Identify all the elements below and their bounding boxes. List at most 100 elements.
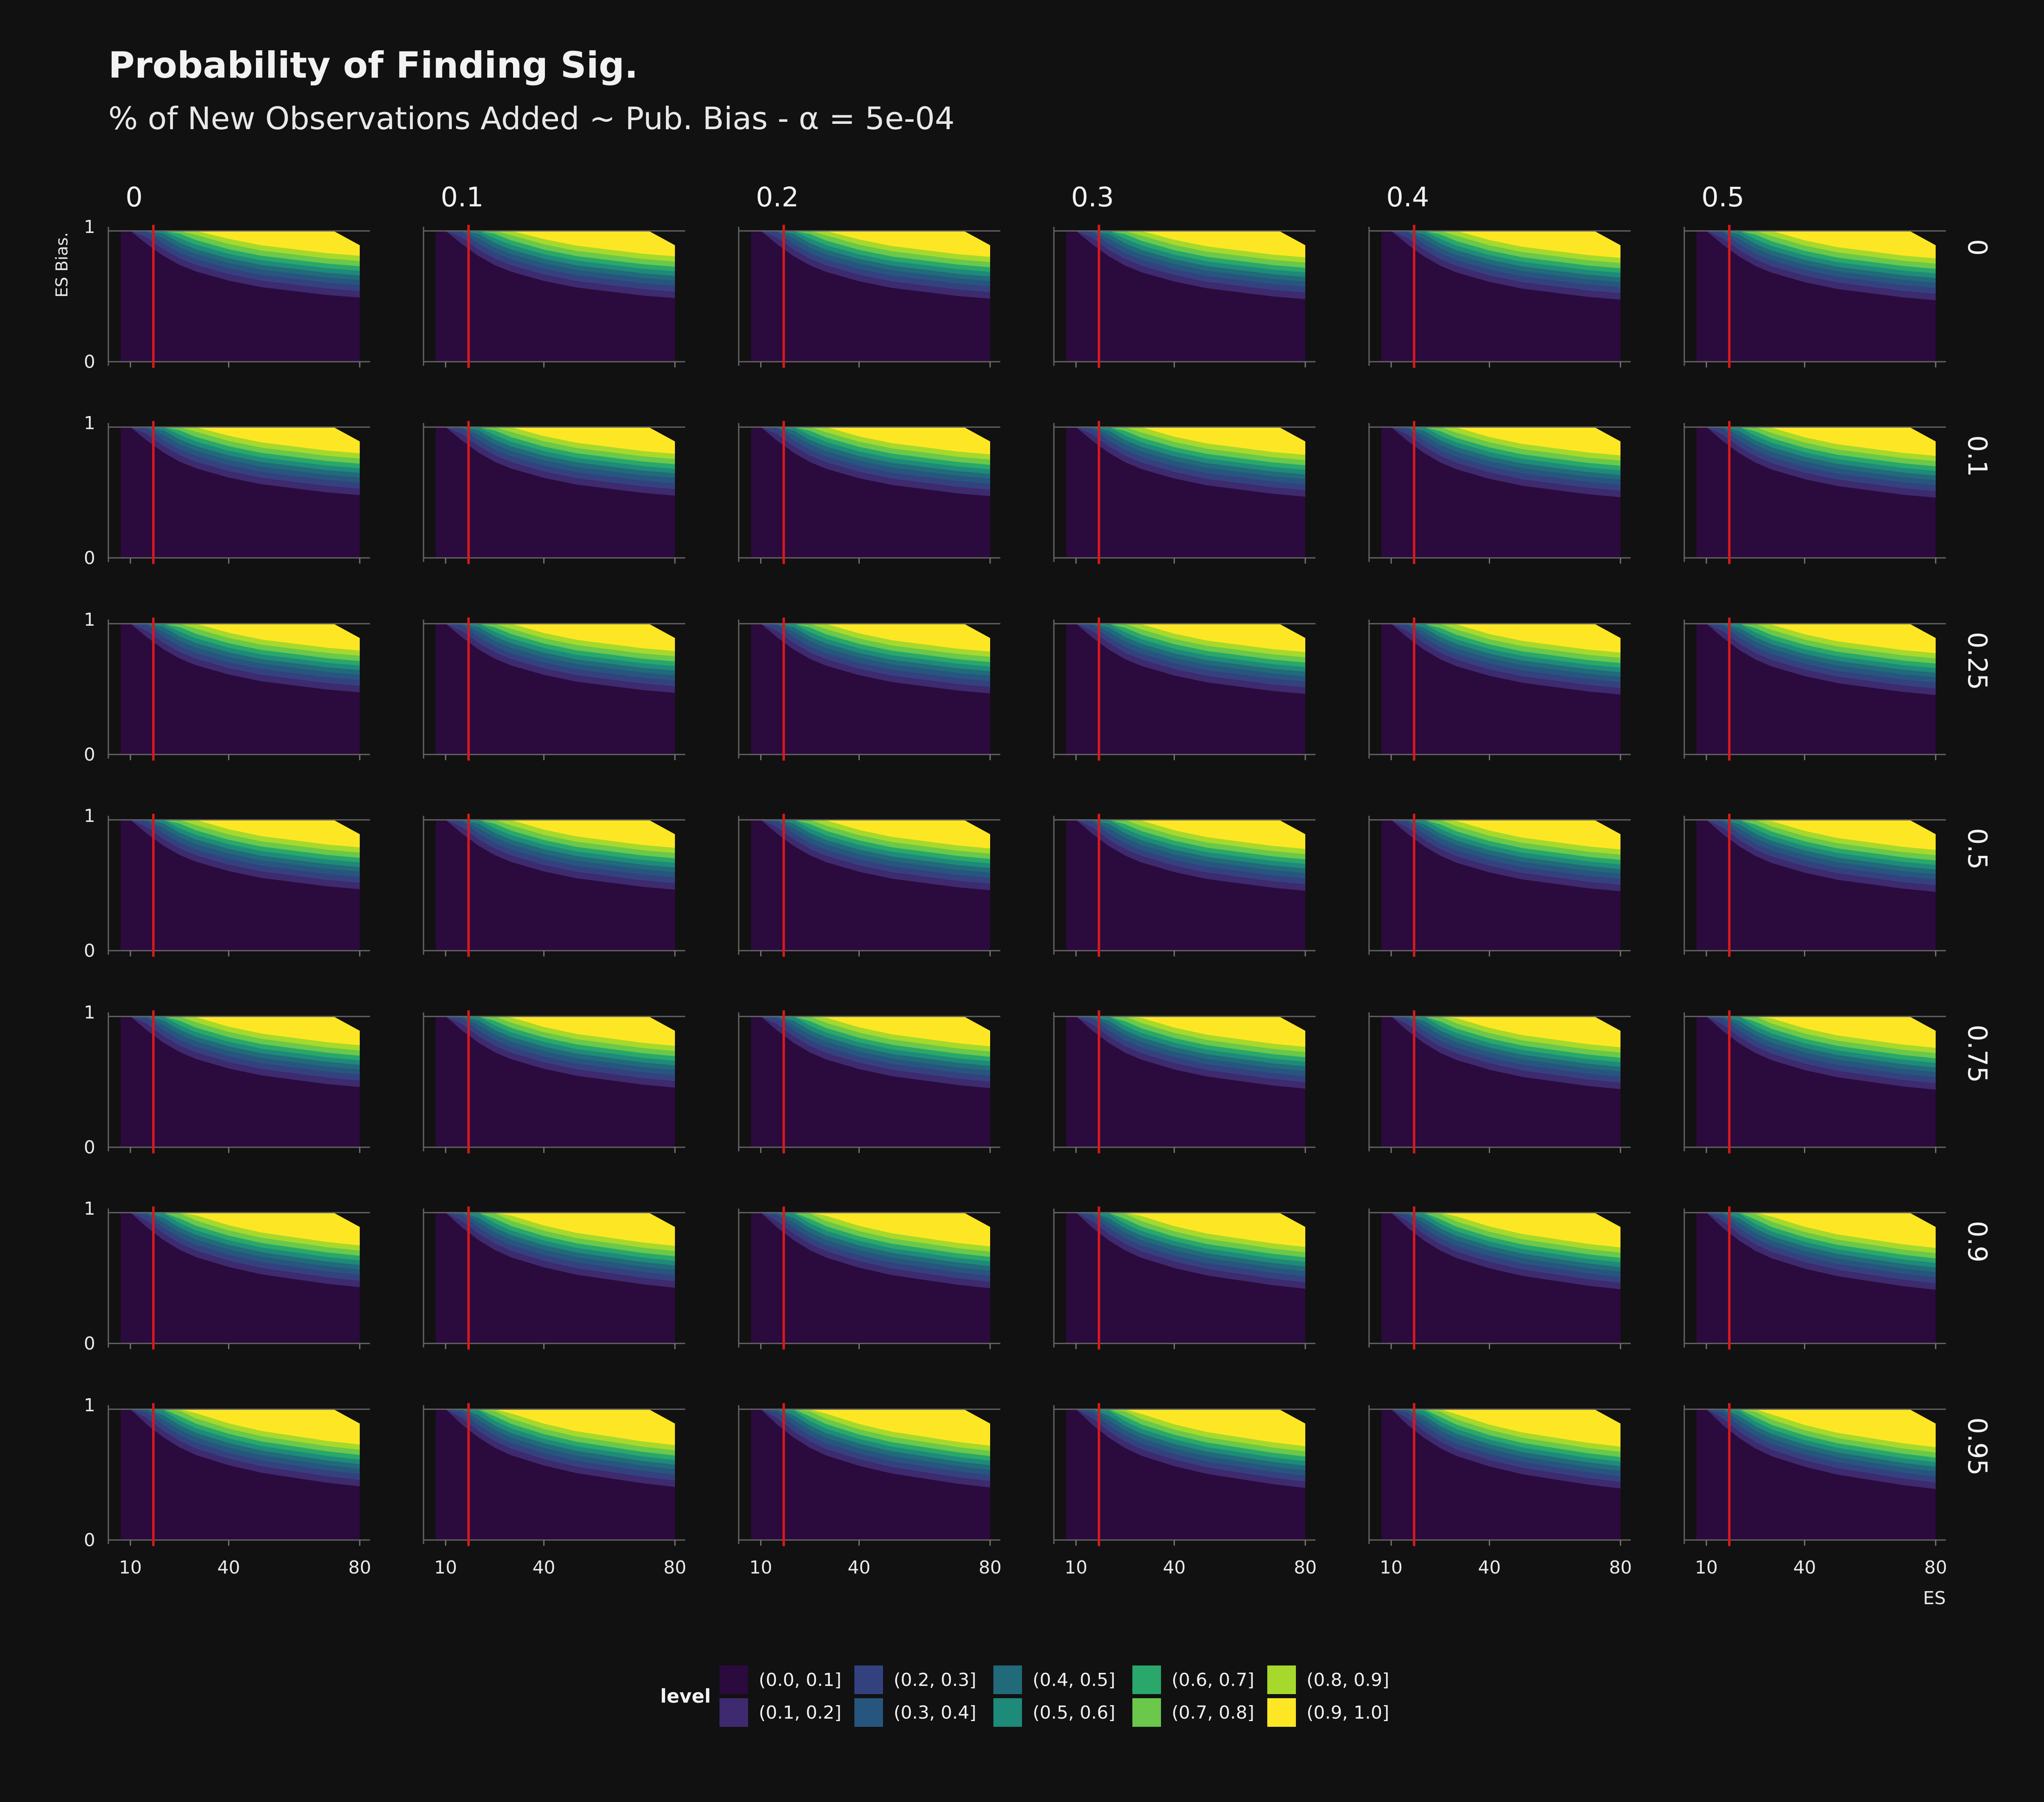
facet-row-label: 0.9 [1962, 1221, 1992, 1263]
x-tick-label: 10 [1380, 1557, 1403, 1578]
level-band [121, 427, 360, 453]
level-band [751, 1409, 990, 1446]
legend-item: (0.1, 0.2] [719, 1698, 841, 1727]
legend-item: (0.7, 0.8] [1132, 1698, 1254, 1727]
legend-swatch [1267, 1698, 1296, 1727]
x-tick-label: 10 [749, 1557, 772, 1578]
missing-region [1555, 1016, 1620, 1031]
legend-swatch [993, 1698, 1022, 1727]
y-tick-label: 1 [84, 1002, 95, 1023]
facet-panel: 01 [84, 609, 370, 765]
facet-panel: 01 [84, 806, 370, 961]
level-band [1697, 624, 1936, 653]
x-tick-label: 10 [434, 1557, 457, 1578]
x-tick-label: 80 [348, 1557, 371, 1578]
legend-swatch [993, 1665, 1022, 1694]
facet-panel: 10 40 80 [1053, 1403, 1317, 1578]
level-band [1066, 820, 1305, 849]
missing-region [1239, 427, 1305, 441]
x-tick-label: 40 [847, 1557, 870, 1578]
facet-row-label: 0.95 [1962, 1417, 1992, 1476]
legend-swatch [854, 1698, 883, 1727]
facet-panel: 10 40 80 [1683, 1403, 1947, 1578]
y-tick-label: 1 [84, 217, 95, 237]
facet-panel [738, 1207, 1000, 1350]
x-tick-label: 40 [1478, 1557, 1501, 1578]
facet-row-label: 0.5 [1962, 828, 1992, 870]
missing-region [924, 231, 990, 245]
legend-item: (0.5, 0.6] [993, 1698, 1115, 1727]
x-tick-label: 80 [1924, 1557, 1947, 1578]
y-tick-label: 0 [84, 548, 95, 569]
missing-region [609, 1409, 675, 1424]
facet-panel [738, 618, 1000, 761]
x-tick-label: 40 [1163, 1557, 1186, 1578]
legend-item: (0.9, 1.0] [1267, 1698, 1389, 1727]
facet-row-label: 0.25 [1962, 632, 1992, 690]
legend-label: (0.7, 0.8] [1172, 1702, 1255, 1723]
level-band [1381, 427, 1620, 456]
level-band [751, 820, 990, 848]
x-tick-label: 80 [979, 1557, 1002, 1578]
y-tick-label: 1 [84, 609, 95, 630]
facet-row-label: 0.1 [1962, 435, 1992, 477]
missing-region [294, 1213, 360, 1227]
level-band [751, 231, 990, 257]
facet-panel [1683, 225, 1946, 368]
facet-panel: 01 [84, 1002, 370, 1158]
legend-swatch [1132, 1665, 1161, 1694]
facet-panel [1053, 618, 1316, 761]
missing-region [1555, 1409, 1620, 1424]
level-band [1066, 624, 1305, 652]
facet-panel [1368, 225, 1631, 368]
missing-region [924, 624, 990, 638]
facet-panel [1683, 814, 1946, 957]
level-band [121, 624, 360, 651]
missing-region [1555, 231, 1620, 245]
y-tick-label: 1 [84, 806, 95, 826]
x-tick-label: 10 [119, 1557, 142, 1578]
facet-panel [423, 421, 685, 564]
legend-item: (0.8, 0.9] [1267, 1665, 1389, 1694]
level-band [121, 1409, 360, 1445]
facet-panel [1053, 421, 1316, 564]
facet-col-label: 0.4 [1386, 181, 1429, 213]
chart-title: Probability of Finding Sig. [108, 44, 638, 86]
missing-region [609, 427, 675, 441]
facet-col-label: 0.1 [441, 181, 484, 213]
missing-region [1870, 1213, 1936, 1227]
y-tick-label: 0 [84, 1137, 95, 1158]
legend-swatch [719, 1665, 748, 1694]
facet-panel [738, 225, 1000, 368]
legend-label: (0.1, 0.2] [759, 1702, 842, 1723]
missing-region [294, 820, 360, 834]
level-band [121, 1213, 360, 1245]
facet-panel: 01 [84, 413, 370, 569]
missing-region [294, 1409, 360, 1424]
level-band [1697, 820, 1936, 850]
missing-region [294, 427, 360, 441]
facet-panel [1368, 814, 1631, 957]
facet-panel [423, 1207, 685, 1350]
missing-region [1870, 624, 1936, 638]
level-band [436, 1213, 675, 1246]
facet-panel [1053, 1010, 1316, 1153]
facet-panel [423, 618, 685, 761]
legend-item: (0.4, 0.5] [993, 1665, 1115, 1694]
x-tick-label: 40 [1793, 1557, 1816, 1578]
facet-panel [423, 1010, 685, 1153]
missing-region [294, 231, 360, 245]
level-band [1697, 231, 1936, 259]
legend-item: (0.2, 0.3] [854, 1665, 976, 1694]
y-axis-label: ES Bias. [53, 232, 72, 298]
level-band [1381, 820, 1620, 850]
level-band [436, 1016, 675, 1046]
level-band [1381, 231, 1620, 258]
y-tick-label: 0 [84, 744, 95, 765]
missing-region [1555, 820, 1620, 834]
x-tick-label: 80 [1294, 1557, 1317, 1578]
legend-item: (0.0, 0.1] [719, 1665, 841, 1694]
legend-swatch [1267, 1665, 1296, 1694]
legend-label: (0.6, 0.7] [1172, 1669, 1255, 1690]
